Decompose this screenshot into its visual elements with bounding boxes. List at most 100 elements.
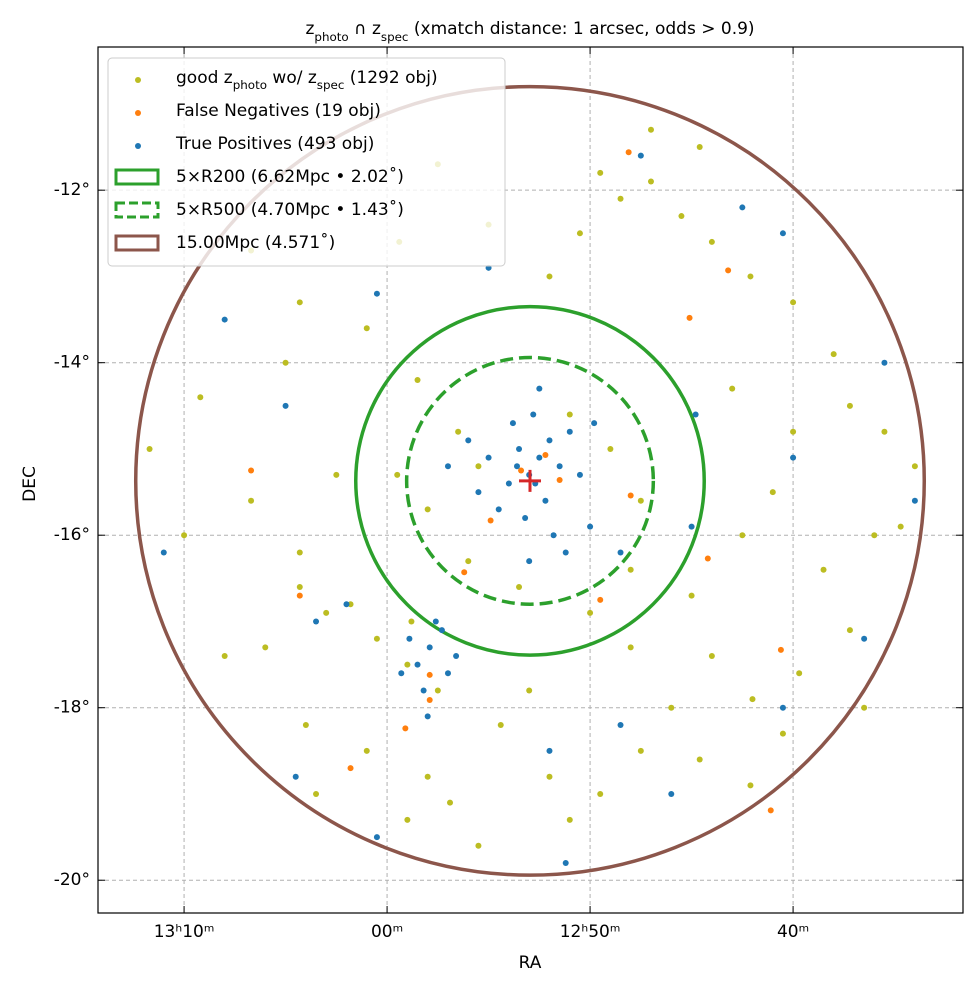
- legend-box: [107, 57, 506, 267]
- point: [313, 790, 320, 797]
- point: [668, 790, 675, 797]
- point: [546, 273, 553, 280]
- point: [796, 670, 803, 677]
- point: [505, 480, 512, 487]
- point: [637, 747, 644, 754]
- point: [627, 492, 634, 499]
- circle-radius: [133, 84, 927, 877]
- point: [402, 725, 409, 732]
- point: [485, 454, 492, 461]
- point: [911, 463, 918, 470]
- point: [769, 489, 776, 496]
- point: [347, 765, 354, 772]
- point: [536, 385, 543, 392]
- point: [248, 497, 255, 504]
- point: [846, 627, 853, 634]
- point: [861, 704, 868, 711]
- point: [696, 756, 703, 763]
- point: [181, 532, 188, 539]
- y-tick-label: -12°: [54, 180, 90, 200]
- point: [495, 506, 502, 513]
- legend-marker: [114, 201, 160, 219]
- point: [696, 144, 703, 151]
- point: [562, 859, 569, 866]
- point: [465, 558, 472, 565]
- point: [739, 532, 746, 539]
- legend-marker: [135, 143, 141, 149]
- legend-label: False Negatives (19 obj): [176, 101, 381, 121]
- point: [546, 773, 553, 780]
- point: [526, 687, 533, 694]
- point: [911, 497, 918, 504]
- y-tick-label: -16°: [54, 525, 90, 545]
- point: [790, 299, 797, 306]
- point: [343, 601, 350, 608]
- point: [637, 152, 644, 159]
- point: [617, 195, 624, 202]
- legend-label-part: photo: [233, 78, 267, 92]
- x-axis-label: RA: [519, 953, 542, 973]
- point: [432, 618, 439, 625]
- point: [426, 671, 433, 678]
- y-axis-label: DEC: [20, 466, 40, 502]
- point: [487, 517, 494, 524]
- point: [516, 583, 523, 590]
- point: [197, 394, 204, 401]
- point: [509, 420, 516, 427]
- point: [408, 618, 415, 625]
- point: [597, 596, 604, 603]
- point: [426, 644, 433, 651]
- point: [146, 445, 153, 452]
- point: [160, 549, 167, 556]
- x-tick-label: 13ʰ10ᵐ: [154, 922, 215, 942]
- point: [530, 411, 537, 418]
- point: [438, 627, 445, 634]
- legend-label: good zphoto wo/ zspec (1292 obj): [176, 68, 438, 92]
- point: [406, 635, 413, 642]
- y-tick-label: -14°: [54, 353, 90, 373]
- chart-title-part: spec: [381, 30, 409, 44]
- point: [881, 428, 888, 435]
- point: [692, 411, 699, 418]
- point: [514, 463, 521, 470]
- legend-marker: [114, 234, 160, 252]
- point: [296, 299, 303, 306]
- point: [576, 471, 583, 478]
- point: [296, 592, 303, 599]
- point: [576, 230, 583, 237]
- point: [617, 721, 624, 728]
- chart-title-part: ∩ z: [349, 19, 381, 39]
- point: [647, 126, 654, 133]
- point: [447, 799, 454, 806]
- point: [542, 497, 549, 504]
- point: [777, 646, 784, 653]
- point: [688, 592, 695, 599]
- point: [587, 609, 594, 616]
- point: [747, 782, 754, 789]
- point: [767, 807, 774, 814]
- y-tick-label: -20°: [54, 870, 90, 890]
- point: [556, 463, 563, 470]
- point: [426, 696, 433, 703]
- legend-marker: [135, 77, 141, 83]
- point: [497, 721, 504, 728]
- point: [394, 471, 401, 478]
- point: [536, 454, 543, 461]
- point: [627, 566, 634, 573]
- point: [414, 661, 421, 668]
- point: [465, 437, 472, 444]
- point: [556, 477, 563, 483]
- point: [597, 790, 604, 797]
- point: [398, 670, 405, 677]
- point: [881, 359, 888, 366]
- point: [333, 471, 340, 478]
- point: [562, 549, 569, 556]
- point: [248, 467, 255, 474]
- point: [749, 696, 756, 703]
- point: [444, 670, 451, 677]
- point: [790, 454, 797, 461]
- point: [597, 169, 604, 176]
- point: [747, 273, 754, 280]
- point: [282, 402, 289, 409]
